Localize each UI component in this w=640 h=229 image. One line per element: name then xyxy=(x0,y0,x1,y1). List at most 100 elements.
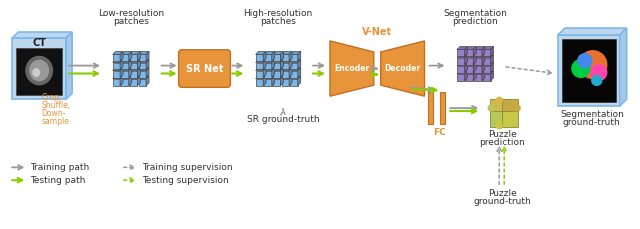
Polygon shape xyxy=(289,52,292,61)
Polygon shape xyxy=(457,63,468,66)
Ellipse shape xyxy=(32,68,40,77)
Polygon shape xyxy=(465,55,468,65)
Polygon shape xyxy=(465,71,468,81)
Polygon shape xyxy=(121,55,129,61)
Polygon shape xyxy=(490,63,493,73)
Text: Puzzle: Puzzle xyxy=(488,189,516,198)
Polygon shape xyxy=(466,58,473,65)
Polygon shape xyxy=(490,46,493,56)
Polygon shape xyxy=(273,71,280,78)
Polygon shape xyxy=(146,60,149,69)
Polygon shape xyxy=(272,52,275,61)
Polygon shape xyxy=(255,76,266,79)
Polygon shape xyxy=(483,63,493,66)
Polygon shape xyxy=(291,76,301,79)
Polygon shape xyxy=(558,28,627,35)
Text: prediction: prediction xyxy=(479,138,525,147)
Circle shape xyxy=(578,54,592,68)
FancyBboxPatch shape xyxy=(428,92,433,124)
Polygon shape xyxy=(12,32,72,38)
Polygon shape xyxy=(139,63,146,69)
Polygon shape xyxy=(473,55,476,65)
Polygon shape xyxy=(255,68,266,71)
Polygon shape xyxy=(483,66,490,73)
Text: FC: FC xyxy=(433,128,446,137)
Text: SR Net: SR Net xyxy=(186,64,223,74)
Polygon shape xyxy=(120,68,123,78)
Polygon shape xyxy=(282,52,292,55)
Polygon shape xyxy=(273,76,284,79)
Polygon shape xyxy=(298,60,301,69)
Polygon shape xyxy=(482,71,485,81)
Polygon shape xyxy=(255,60,266,63)
Polygon shape xyxy=(255,79,263,86)
Polygon shape xyxy=(130,55,138,61)
Text: Puzzle: Puzzle xyxy=(488,130,516,139)
Text: Encoder: Encoder xyxy=(334,64,369,73)
Polygon shape xyxy=(482,46,485,56)
Polygon shape xyxy=(263,60,266,69)
Circle shape xyxy=(488,105,494,111)
Polygon shape xyxy=(466,46,476,49)
Polygon shape xyxy=(465,63,468,73)
Polygon shape xyxy=(298,76,301,86)
Polygon shape xyxy=(121,60,132,63)
Polygon shape xyxy=(298,52,301,61)
Polygon shape xyxy=(272,60,275,69)
Polygon shape xyxy=(474,58,482,65)
Text: sample: sample xyxy=(41,117,69,126)
FancyBboxPatch shape xyxy=(17,48,62,95)
Polygon shape xyxy=(255,71,263,78)
Text: SR ground-truth: SR ground-truth xyxy=(247,115,319,124)
Polygon shape xyxy=(474,74,482,81)
Text: Segmentation: Segmentation xyxy=(560,110,624,119)
FancyBboxPatch shape xyxy=(558,35,620,106)
Polygon shape xyxy=(263,68,266,78)
Text: Testing supervision: Testing supervision xyxy=(142,176,228,185)
Polygon shape xyxy=(291,52,301,55)
Polygon shape xyxy=(291,68,301,71)
Polygon shape xyxy=(289,60,292,69)
Polygon shape xyxy=(129,60,132,69)
FancyBboxPatch shape xyxy=(12,38,66,99)
Circle shape xyxy=(572,60,590,77)
Polygon shape xyxy=(282,55,289,61)
Polygon shape xyxy=(146,68,149,78)
FancyBboxPatch shape xyxy=(502,99,518,115)
Polygon shape xyxy=(482,55,485,65)
Polygon shape xyxy=(282,63,289,69)
Polygon shape xyxy=(113,79,120,86)
Polygon shape xyxy=(457,55,468,58)
Text: V-Net: V-Net xyxy=(362,27,392,37)
Polygon shape xyxy=(291,55,298,61)
Polygon shape xyxy=(474,55,485,58)
Polygon shape xyxy=(139,76,149,79)
Polygon shape xyxy=(474,63,485,66)
Polygon shape xyxy=(139,55,146,61)
Polygon shape xyxy=(483,71,493,74)
Polygon shape xyxy=(130,71,138,78)
Polygon shape xyxy=(466,66,473,73)
Polygon shape xyxy=(129,68,132,78)
Polygon shape xyxy=(146,52,149,61)
Polygon shape xyxy=(130,52,140,55)
Text: patches: patches xyxy=(113,17,148,26)
Polygon shape xyxy=(466,55,476,58)
Polygon shape xyxy=(130,76,140,79)
Polygon shape xyxy=(457,49,465,56)
Polygon shape xyxy=(120,76,123,86)
Polygon shape xyxy=(272,68,275,78)
Circle shape xyxy=(514,105,520,111)
Polygon shape xyxy=(129,52,132,61)
Polygon shape xyxy=(457,58,465,65)
Polygon shape xyxy=(138,68,140,78)
Polygon shape xyxy=(482,63,485,73)
Polygon shape xyxy=(121,79,129,86)
Polygon shape xyxy=(466,49,473,56)
Polygon shape xyxy=(255,55,263,61)
Polygon shape xyxy=(139,79,146,86)
Polygon shape xyxy=(113,60,123,63)
Circle shape xyxy=(496,123,502,129)
Polygon shape xyxy=(139,68,149,71)
Ellipse shape xyxy=(29,60,49,81)
